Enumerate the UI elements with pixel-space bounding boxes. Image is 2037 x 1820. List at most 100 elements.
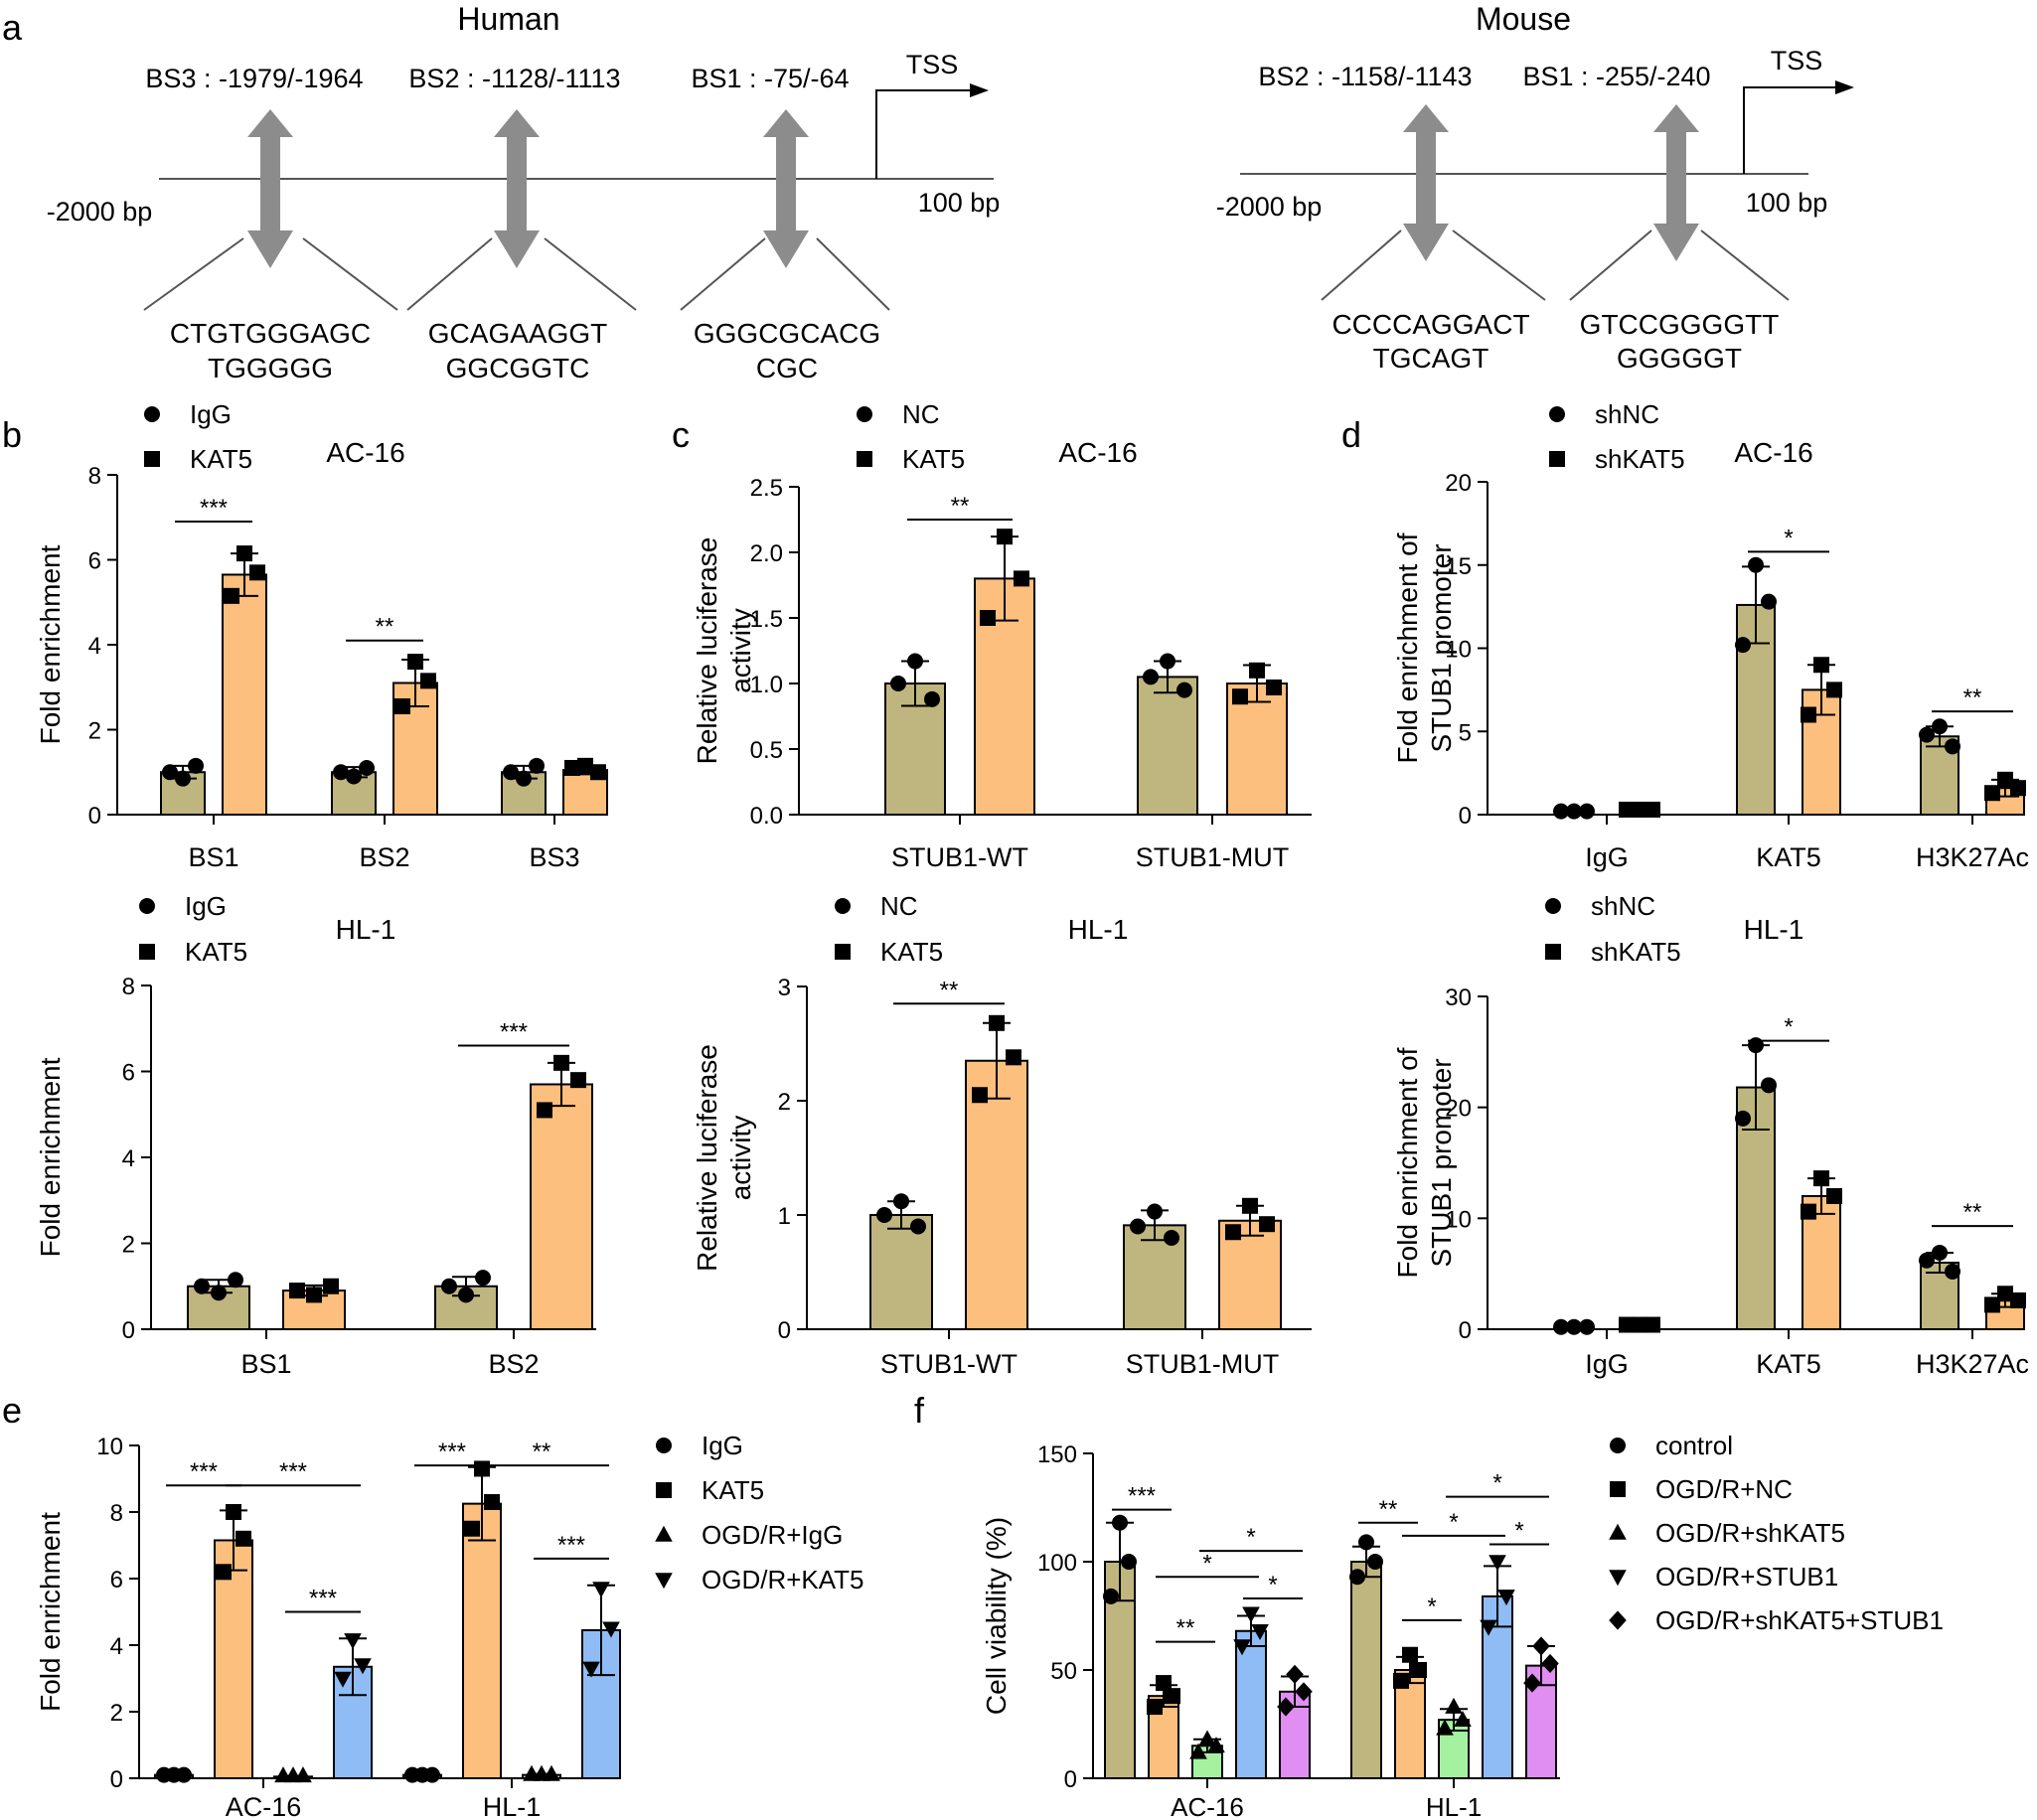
bar	[1235, 1629, 1267, 1780]
significance-label: *	[1202, 1550, 1211, 1577]
data-point	[1147, 1203, 1163, 1220]
data-point	[1436, 1719, 1454, 1736]
legend-label: NC	[902, 399, 940, 429]
y-tick-label: 1	[778, 1203, 791, 1230]
legend-marker	[1549, 451, 1565, 467]
panel-label-e: e	[2, 1390, 22, 1431]
site-label: BS1 : -255/-240	[1522, 62, 1710, 91]
y-tick-label: 6	[110, 1567, 123, 1593]
x-tick-label: BS3	[529, 842, 579, 872]
x-tick-label: H3K27Ac	[1916, 1349, 2029, 1379]
y-tick-label: 50	[1050, 1658, 1077, 1685]
data-point	[1984, 1296, 2000, 1313]
sequence-line-1: GTCCGGGGTT	[1580, 309, 1780, 340]
data-point	[1619, 801, 1635, 818]
data-point	[2010, 780, 2026, 797]
legend-marker	[656, 1482, 672, 1498]
data-point	[876, 1207, 892, 1223]
significance-label: ***	[557, 1532, 585, 1559]
data-point	[194, 1278, 210, 1294]
callout-line	[1569, 229, 1652, 301]
data-point	[1553, 1318, 1569, 1335]
data-point	[407, 654, 423, 671]
binding-site-bs3: BS3 : -1979/-1964 CTGTGGGAGC TGGGGG	[143, 64, 398, 383]
legend-marker	[835, 944, 851, 960]
y-tick-label: 0	[88, 803, 101, 830]
significance-label: **	[1963, 1199, 1982, 1226]
significance-label: **	[951, 493, 970, 520]
data-point	[1945, 1263, 1960, 1280]
y-tick-label: 0	[1459, 803, 1472, 830]
y-tick-label: 150	[1037, 1441, 1077, 1468]
x-tick-label: BS1	[240, 1349, 291, 1379]
y-tick-label: 10	[1445, 1206, 1472, 1233]
data-point	[907, 653, 923, 670]
significance-label: ***	[279, 1458, 307, 1485]
tss-label: TSS	[1771, 46, 1823, 76]
legend-label: shKAT5	[1591, 937, 1681, 967]
data-point	[2010, 1291, 2026, 1308]
data-point	[1286, 1664, 1304, 1684]
legend-marker	[1609, 1523, 1627, 1540]
data-point	[441, 1278, 457, 1294]
data-point	[1454, 1710, 1472, 1727]
y-axis-label: Fold enrichment	[35, 1057, 66, 1257]
data-point	[1259, 1216, 1275, 1233]
data-point	[334, 1671, 352, 1688]
significance-label: *	[1449, 1509, 1458, 1536]
y-tick-label: 2	[88, 718, 101, 745]
data-point	[1748, 1037, 1764, 1054]
significance-label: *	[1784, 525, 1793, 551]
y-tick-label: 1.5	[750, 606, 783, 633]
legend-label: KAT5	[880, 937, 943, 967]
data-point	[176, 1766, 192, 1783]
legend-label: OGD/R+KAT5	[702, 1565, 864, 1594]
diagram-title: Human	[457, 1, 559, 37]
legend-label: OGD/R+IgG	[702, 1520, 843, 1550]
callout-line	[1700, 229, 1790, 301]
bar	[1920, 1262, 1959, 1330]
data-point	[592, 1582, 610, 1598]
y-tick-label: 2.5	[750, 475, 783, 502]
significance-label: **	[1176, 1615, 1195, 1642]
legend-marker	[1610, 1481, 1626, 1497]
legend-label: shNC	[1595, 399, 1659, 429]
data-point	[1919, 726, 1935, 743]
y-axis-label: activity	[725, 1116, 756, 1201]
data-point	[458, 1287, 474, 1303]
x-tick-label: BS2	[488, 1349, 539, 1379]
chart-title: HL-1	[336, 914, 396, 945]
legend-marker	[1545, 944, 1561, 960]
data-point	[1358, 1534, 1374, 1551]
x-tick-label: HL-1	[1426, 1792, 1482, 1820]
sequence-line-2: TGGGGG	[208, 353, 333, 383]
sequence-line-2: GGGGGT	[1617, 343, 1742, 374]
callout-line	[302, 237, 398, 311]
panel-label-f: f	[914, 1390, 925, 1431]
data-point	[424, 1766, 440, 1783]
data-point	[1295, 1682, 1313, 1702]
data-point	[1277, 1697, 1295, 1717]
y-axis-label: Fold enrichment	[35, 1512, 66, 1712]
tss-arrow	[1743, 86, 1838, 174]
data-point	[910, 1218, 926, 1235]
x-tick-label: BS1	[188, 842, 238, 872]
data-point	[1480, 1619, 1497, 1636]
legend-marker	[1545, 898, 1561, 914]
double-arrow-icon	[1653, 104, 1699, 261]
data-point	[1249, 662, 1265, 679]
legend-label: control	[1655, 1431, 1733, 1460]
data-point	[1761, 1077, 1777, 1094]
significance-label: **	[376, 614, 394, 641]
bar	[462, 1502, 502, 1779]
y-tick-label: 5	[1459, 719, 1472, 746]
callout-line	[544, 237, 637, 311]
bar	[1226, 682, 1288, 816]
data-point	[1997, 1286, 2013, 1302]
x-tick-label: HL-1	[483, 1792, 542, 1820]
double-arrow-icon	[1403, 104, 1449, 261]
chart-title: HL-1	[1068, 914, 1129, 945]
y-tick-label: 2	[110, 1700, 123, 1727]
x-tick-label: STUB1-MUT	[1126, 1349, 1280, 1379]
legend-label: KAT5	[185, 937, 247, 967]
